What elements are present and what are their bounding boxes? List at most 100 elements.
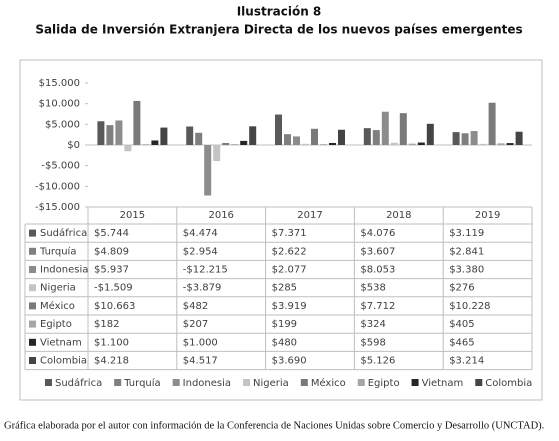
table-value: $4.517 [183,356,218,367]
table-value: $465 [449,337,474,348]
row-legend-key [29,284,36,292]
bar [320,144,327,145]
row-label: Egipto [40,319,72,330]
row-label: Turquía [39,245,76,257]
bar [213,145,221,162]
table-value: $1.000 [183,337,218,348]
legend-key [300,379,308,386]
bar [311,128,318,145]
table-value: $4.474 [183,228,218,239]
table-value: $482 [183,301,208,312]
bar [222,143,230,145]
table-value: $2.622 [272,246,307,257]
table-value: $3.214 [449,356,484,367]
row-legend-key [29,320,36,328]
bar [488,102,496,145]
x-tick-label: 2018 [386,210,411,221]
table-value: $7.712 [360,301,395,312]
bar [408,143,416,145]
bar [240,140,248,145]
table-value: $598 [360,337,385,348]
table-value: -$3.879 [183,283,222,294]
bar [204,145,212,196]
table-value: $2.841 [449,246,484,257]
bar [249,126,257,145]
bar [506,143,514,145]
legend-label: Colombia [485,378,532,389]
bar [399,113,407,145]
bar [338,129,345,145]
row-legend-key [29,357,36,364]
bar [372,130,380,145]
table-value: $4.076 [360,228,395,239]
table-value: $5.126 [360,356,395,367]
legend-label: Nigeria [253,378,289,389]
legend-label: Indonesia [183,378,231,389]
table-value: $182 [94,319,119,330]
row-legend-key [29,338,36,346]
legend-key [475,379,483,386]
legend-label: Turquía [123,377,160,389]
table-value: $405 [449,319,474,330]
table-value: -$1.509 [94,283,133,294]
table-value: $2.954 [183,246,218,257]
bar [186,126,194,145]
y-tick-label: -$5.000 [41,161,80,172]
bar [426,123,434,145]
table-value: $324 [360,319,385,330]
bar [284,134,291,145]
source-note: Gráfica elaborada por el autor con infor… [4,420,544,431]
bar [497,143,505,145]
bar [515,131,523,145]
y-tick-label: $5.000 [45,119,80,130]
chart-frame [19,59,543,401]
table-value: $199 [272,319,297,330]
table-value: $5.937 [94,265,129,276]
bar [363,128,371,145]
chart-title: Salida de Inversión Extranjera Directa d… [35,23,522,37]
table-value: $2.077 [272,265,307,276]
bar [381,111,389,145]
y-tick-label: $10.000 [39,99,80,110]
bar [470,131,478,145]
row-label: Sudáfrica [40,227,87,239]
table-value: $480 [272,337,297,348]
row-legend-key [29,247,36,255]
table-value: $8.053 [360,265,395,276]
y-tick-label: $15.000 [39,78,80,89]
legend-label: Egipto [368,378,400,389]
bar [390,142,398,145]
legend-key [411,379,419,386]
bar [133,100,141,145]
row-label: México [40,300,75,312]
table-value: $3.919 [272,301,307,312]
row-legend-key [29,229,36,237]
bar [160,127,168,145]
table-value: $1.100 [94,337,129,348]
bar [293,136,300,145]
bar [142,144,150,145]
x-tick-label: 2017 [297,210,322,221]
legend-key [172,379,180,386]
table-value: $10.663 [94,301,135,312]
row-label: Indonesia [40,265,88,276]
bar [275,114,282,145]
row-label: Vietnam [40,337,82,348]
table-value: $4.218 [94,356,129,367]
bar [417,142,425,145]
table-value: $276 [449,283,474,294]
row-label: Nigeria [40,283,76,294]
table-value: $3.119 [449,228,484,239]
bar [195,132,203,145]
bar [124,145,132,152]
bar [231,144,239,145]
bar [461,133,469,145]
row-legend-key [29,266,36,273]
legend-label: México [311,377,346,389]
x-tick-label: 2015 [120,210,145,221]
table-value: $207 [183,319,208,330]
legend-key [114,379,122,386]
table-value: $3.380 [449,265,484,276]
